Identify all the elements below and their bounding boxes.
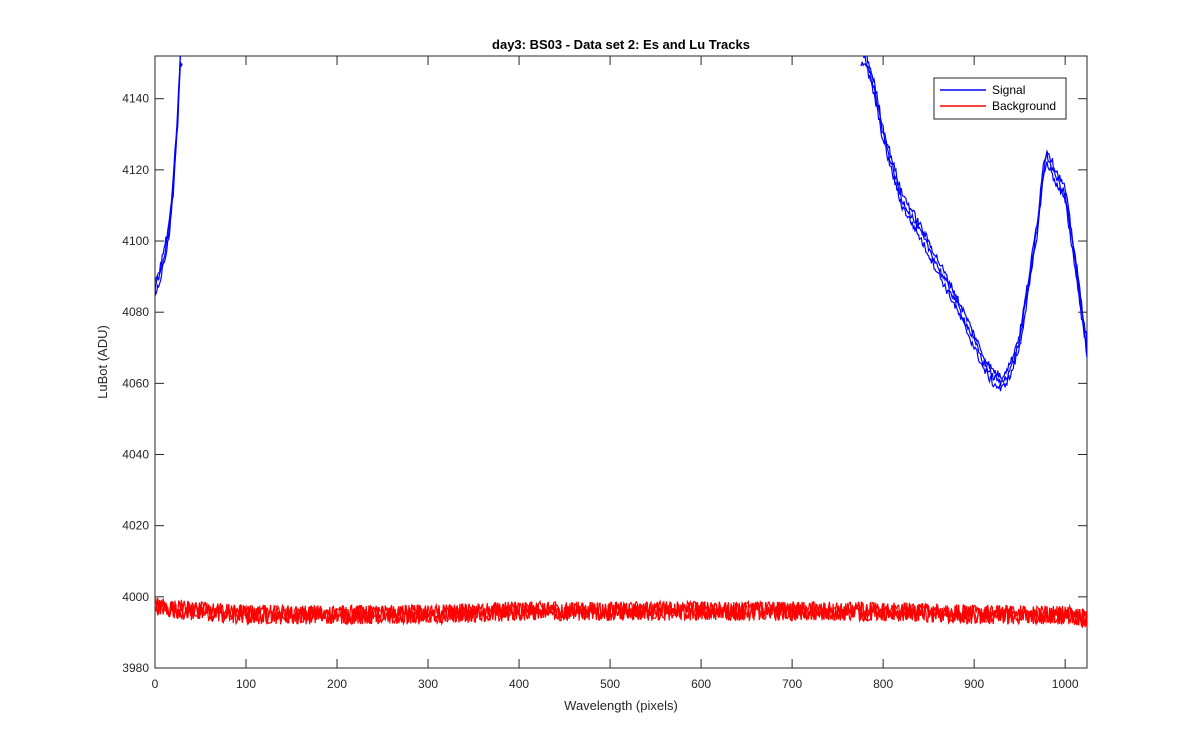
y-tick-label: 3980 bbox=[122, 661, 149, 675]
y-tick-label: 4000 bbox=[122, 590, 149, 604]
series-signal-line bbox=[860, 61, 1087, 392]
plot-area bbox=[154, 55, 1088, 669]
legend-label-background: Background bbox=[992, 99, 1056, 113]
x-tick-label: 1000 bbox=[1052, 677, 1079, 691]
x-tick-label: 900 bbox=[964, 677, 984, 691]
y-tick-label: 4080 bbox=[122, 305, 149, 319]
y-tick-label: 4120 bbox=[122, 163, 149, 177]
x-axis-label: Wavelength (pixels) bbox=[564, 698, 678, 713]
series-signal-line bbox=[866, 56, 1087, 380]
x-tick-label: 200 bbox=[327, 677, 347, 691]
y-tick-label: 4040 bbox=[122, 448, 149, 462]
x-tick-label: 0 bbox=[152, 677, 159, 691]
legend: Signal Background bbox=[933, 77, 1067, 120]
series-background-line bbox=[155, 598, 1087, 629]
y-tick-label: 4140 bbox=[122, 92, 149, 106]
legend-box bbox=[933, 77, 1067, 120]
series-layer bbox=[155, 56, 1087, 629]
y-tick-label: 4020 bbox=[122, 519, 149, 533]
x-tick-label: 100 bbox=[236, 677, 256, 691]
legend-label-signal: Signal bbox=[992, 83, 1025, 97]
y-tick-label: 4100 bbox=[122, 234, 149, 248]
x-tick-label: 800 bbox=[873, 677, 893, 691]
x-tick-label: 500 bbox=[600, 677, 620, 691]
y-axis-label: LuBot (ADU) bbox=[95, 325, 110, 399]
chart-title: day3: BS03 - Data set 2: Es and Lu Track… bbox=[492, 37, 750, 52]
x-tick-label: 400 bbox=[509, 677, 529, 691]
series-signal-line bbox=[155, 56, 181, 283]
y-tick-label: 4060 bbox=[122, 376, 149, 390]
x-tick-label: 300 bbox=[418, 677, 438, 691]
series-signal-line bbox=[863, 56, 1087, 387]
x-tick-label: 600 bbox=[691, 677, 711, 691]
x-tick-label: 700 bbox=[782, 677, 802, 691]
tick-layer: 0 100 200 300 400 500 600 700 800 900 1000 3980 4000… bbox=[122, 56, 1087, 691]
